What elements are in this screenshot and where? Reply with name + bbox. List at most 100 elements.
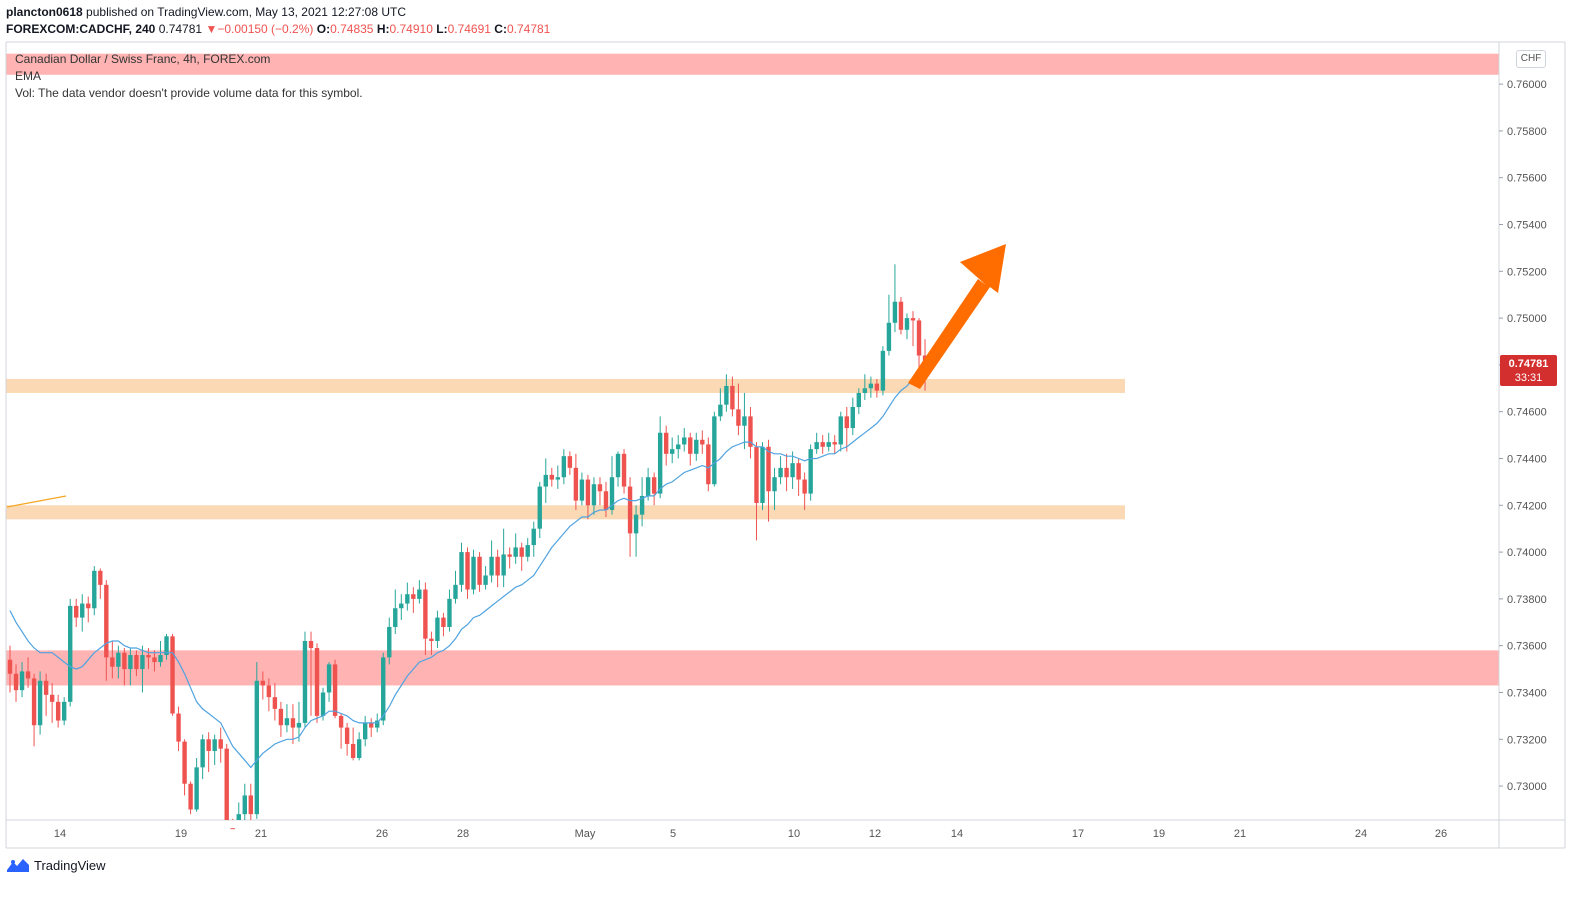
author-name[interactable]: plancton0618 — [6, 5, 83, 19]
bullish-arrow-icon — [908, 244, 1006, 389]
candle-up — [242, 795, 247, 815]
candle-up — [387, 626, 392, 658]
candle-down — [260, 680, 266, 686]
candle-down — [507, 554, 512, 557]
candle-down — [122, 652, 127, 670]
candle-up — [682, 437, 687, 445]
candle-down — [134, 655, 139, 670]
ema-line — [9, 376, 925, 769]
ema-layer — [9, 376, 925, 769]
candles-layer[interactable] — [7, 301, 928, 830]
resistance-zone[interactable] — [6, 53, 1499, 75]
time-tick-label: 10 — [788, 828, 800, 840]
price-axis[interactable]: 0.73000 0.73200 0.73400 0.73600 0.73800 0.740… — [1499, 79, 1547, 793]
candle-down — [7, 659, 13, 674]
candle-up — [320, 692, 326, 716]
close-value: 0.74781 — [506, 22, 551, 36]
candle-down — [224, 748, 229, 820]
candle-up — [531, 528, 536, 546]
candle-up — [453, 584, 458, 599]
candle-down — [31, 678, 37, 726]
support-zone[interactable] — [6, 378, 1125, 393]
candle-down — [176, 713, 181, 742]
price-change: −0.00150 (−0.2%) — [217, 22, 314, 36]
candle-up — [483, 575, 488, 585]
candle-up — [236, 814, 241, 820]
current-price-badge: 0.74781 33:31 — [1500, 355, 1557, 386]
candle-up — [712, 416, 717, 485]
footer-brand[interactable]: TradingView — [6, 856, 106, 874]
candle-down — [230, 828, 235, 830]
bar-countdown: 33:31 — [1514, 372, 1543, 384]
candle-down — [338, 715, 344, 728]
candle-down — [663, 432, 669, 454]
candle-down — [206, 739, 211, 751]
time-tick-label: 14 — [951, 828, 963, 840]
candle-up — [615, 453, 621, 478]
candle-down — [86, 603, 91, 609]
time-tick-label: 21 — [1234, 828, 1246, 840]
support-zone[interactable] — [6, 505, 1125, 520]
candle-down — [477, 556, 482, 585]
candle-down — [182, 741, 187, 784]
candle-down — [411, 594, 416, 599]
candle-up — [164, 636, 169, 656]
resistance-zone[interactable] — [6, 650, 1499, 686]
candle-down — [13, 673, 19, 691]
candle-up — [862, 388, 868, 393]
candle-up — [296, 722, 302, 728]
candle-down — [766, 446, 771, 492]
candle-up — [814, 442, 819, 450]
candle-down — [573, 467, 579, 501]
candle-up — [284, 718, 290, 726]
change-arrow-icon: ▼ — [205, 22, 218, 36]
time-tick-label: 26 — [376, 828, 388, 840]
price-tick-label: 0.74000 — [1507, 547, 1547, 559]
price-tick-label: 0.75800 — [1507, 126, 1547, 138]
wicks-layer — [9, 264, 926, 820]
time-axis[interactable]: 14 19 21 26 28 May 5 10 12 14 17 19 21 24 26 — [54, 828, 1447, 840]
time-tick-label: 19 — [1153, 828, 1165, 840]
candle-down — [754, 446, 759, 503]
drawings-layer[interactable] — [6, 244, 1006, 508]
time-tick-label: 21 — [255, 828, 267, 840]
ema-legend[interactable]: EMA — [15, 69, 42, 83]
candle-up — [375, 720, 380, 728]
candle-up — [525, 545, 530, 557]
candle-up — [633, 514, 639, 534]
candle-down — [730, 385, 735, 410]
candle-down — [43, 680, 49, 695]
candle-up — [356, 739, 362, 758]
candle-down — [567, 456, 573, 468]
candle-up — [670, 449, 675, 454]
currency-unit-button[interactable]: CHF — [1516, 50, 1546, 68]
candle-up — [362, 722, 368, 740]
time-tick-label: 24 — [1355, 828, 1367, 840]
candle-up — [645, 477, 651, 496]
candle-down — [25, 671, 31, 679]
high-value: 0.74910 — [389, 22, 433, 36]
candle-up — [254, 680, 260, 815]
time-tick-label: 19 — [175, 828, 187, 840]
candle-down — [736, 409, 741, 426]
candle-down — [651, 477, 657, 494]
price-tick-label: 0.73000 — [1507, 781, 1547, 793]
candle-up — [61, 701, 67, 721]
candle-up — [381, 657, 386, 721]
candle-up — [808, 449, 813, 494]
time-tick-label: May — [575, 828, 596, 840]
candle-up — [326, 664, 332, 693]
candle-up — [676, 444, 681, 450]
open-value: 0.74835 — [330, 22, 374, 36]
candle-up — [742, 416, 747, 426]
candle-up — [399, 603, 404, 609]
candle-up — [405, 594, 410, 604]
candle-up — [694, 439, 699, 454]
candle-up — [760, 446, 765, 503]
low-label: L: — [436, 22, 448, 36]
chart-frame — [5, 41, 1566, 849]
candle-down — [910, 318, 916, 321]
candle-up — [778, 467, 783, 478]
candle-up — [200, 739, 205, 768]
